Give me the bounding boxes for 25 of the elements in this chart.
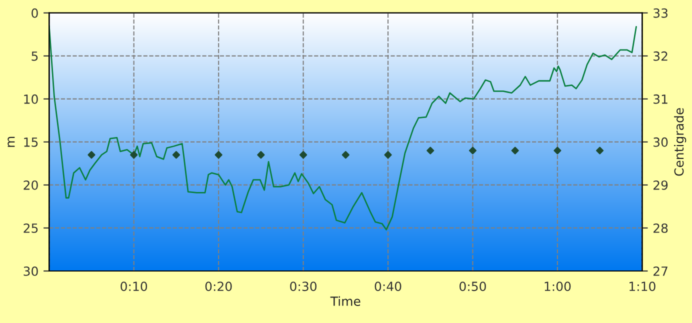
y-tick-label: 20 bbox=[24, 180, 38, 190]
x-axis-title: Time bbox=[330, 296, 360, 306]
x-tick-label: 0:50 bbox=[460, 282, 486, 292]
y2-tick-label: 30 bbox=[654, 137, 668, 147]
y-axis-title: m bbox=[8, 136, 15, 147]
x-tick-label: 0:40 bbox=[374, 282, 402, 292]
y2-tick-label: 32 bbox=[654, 51, 668, 61]
y-tick-label: 30 bbox=[24, 266, 38, 276]
y-tick-label: 10 bbox=[24, 94, 38, 104]
x-tick-label: 0:10 bbox=[120, 282, 148, 292]
y2-tick-label: 29 bbox=[654, 180, 668, 190]
y2-tick-label: 31 bbox=[654, 94, 668, 104]
x-tick-label: 1:00 bbox=[544, 282, 571, 292]
y2-tick-label: 28 bbox=[654, 223, 668, 233]
y-tick-label: 25 bbox=[24, 223, 38, 233]
y-tick-label: 5 bbox=[32, 52, 38, 61]
x-tick-label: 0:20 bbox=[205, 282, 232, 292]
x-tick-label: 1:10 bbox=[630, 282, 656, 292]
y2-tick-label: 33 bbox=[654, 8, 668, 18]
line-series bbox=[49, 25, 637, 230]
y2-tick-label: 27 bbox=[654, 266, 668, 276]
x-tick-label: 0:30 bbox=[290, 282, 316, 292]
y-tick-label: 15 bbox=[24, 138, 38, 147]
y-tick-label: 0 bbox=[32, 8, 38, 18]
y2-axis-title: Centigrade bbox=[674, 108, 686, 176]
